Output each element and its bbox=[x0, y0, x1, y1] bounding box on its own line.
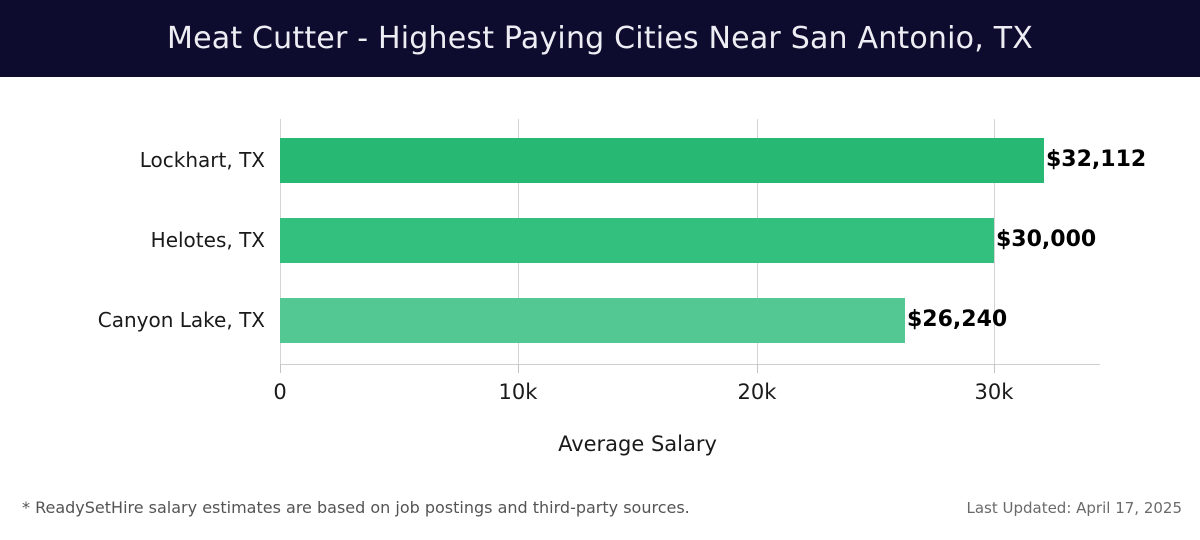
xtick-label-10k: 10k bbox=[498, 380, 538, 404]
value-label-helotes: $30,000 bbox=[996, 227, 1097, 252]
x-axis-title: Average Salary bbox=[558, 432, 717, 456]
y-axis-labels: Lockhart, TX Helotes, TX Canyon Lake, TX bbox=[0, 0, 265, 540]
page-title: Meat Cutter - Highest Paying Cities Near… bbox=[167, 21, 1033, 56]
value-label-lockhart: $32,112 bbox=[1046, 147, 1147, 172]
tick-mark-10k bbox=[518, 364, 519, 373]
value-label-canyon-lake: $26,240 bbox=[907, 307, 1008, 332]
bar-canyon-lake[interactable] bbox=[280, 298, 905, 343]
xtick-label-20k: 20k bbox=[737, 380, 777, 404]
tick-mark-0 bbox=[280, 364, 281, 373]
category-label-helotes: Helotes, TX bbox=[150, 228, 265, 252]
category-label-lockhart: Lockhart, TX bbox=[139, 148, 265, 172]
footer-disclaimer: * ReadySetHire salary estimates are base… bbox=[22, 498, 690, 517]
bar-helotes[interactable] bbox=[280, 218, 994, 263]
tick-mark-20k bbox=[757, 364, 758, 373]
tick-mark-30k bbox=[994, 364, 995, 373]
xtick-label-30k: 30k bbox=[974, 380, 1014, 404]
gridline-30k bbox=[994, 119, 995, 364]
category-label-canyon-lake: Canyon Lake, TX bbox=[97, 308, 265, 332]
header-bar bbox=[0, 0, 1200, 77]
x-axis-line bbox=[280, 364, 1100, 365]
xtick-label-0: 0 bbox=[273, 380, 287, 404]
bar-lockhart[interactable] bbox=[280, 138, 1044, 183]
footer-last-updated: Last Updated: April 17, 2025 bbox=[966, 499, 1182, 517]
